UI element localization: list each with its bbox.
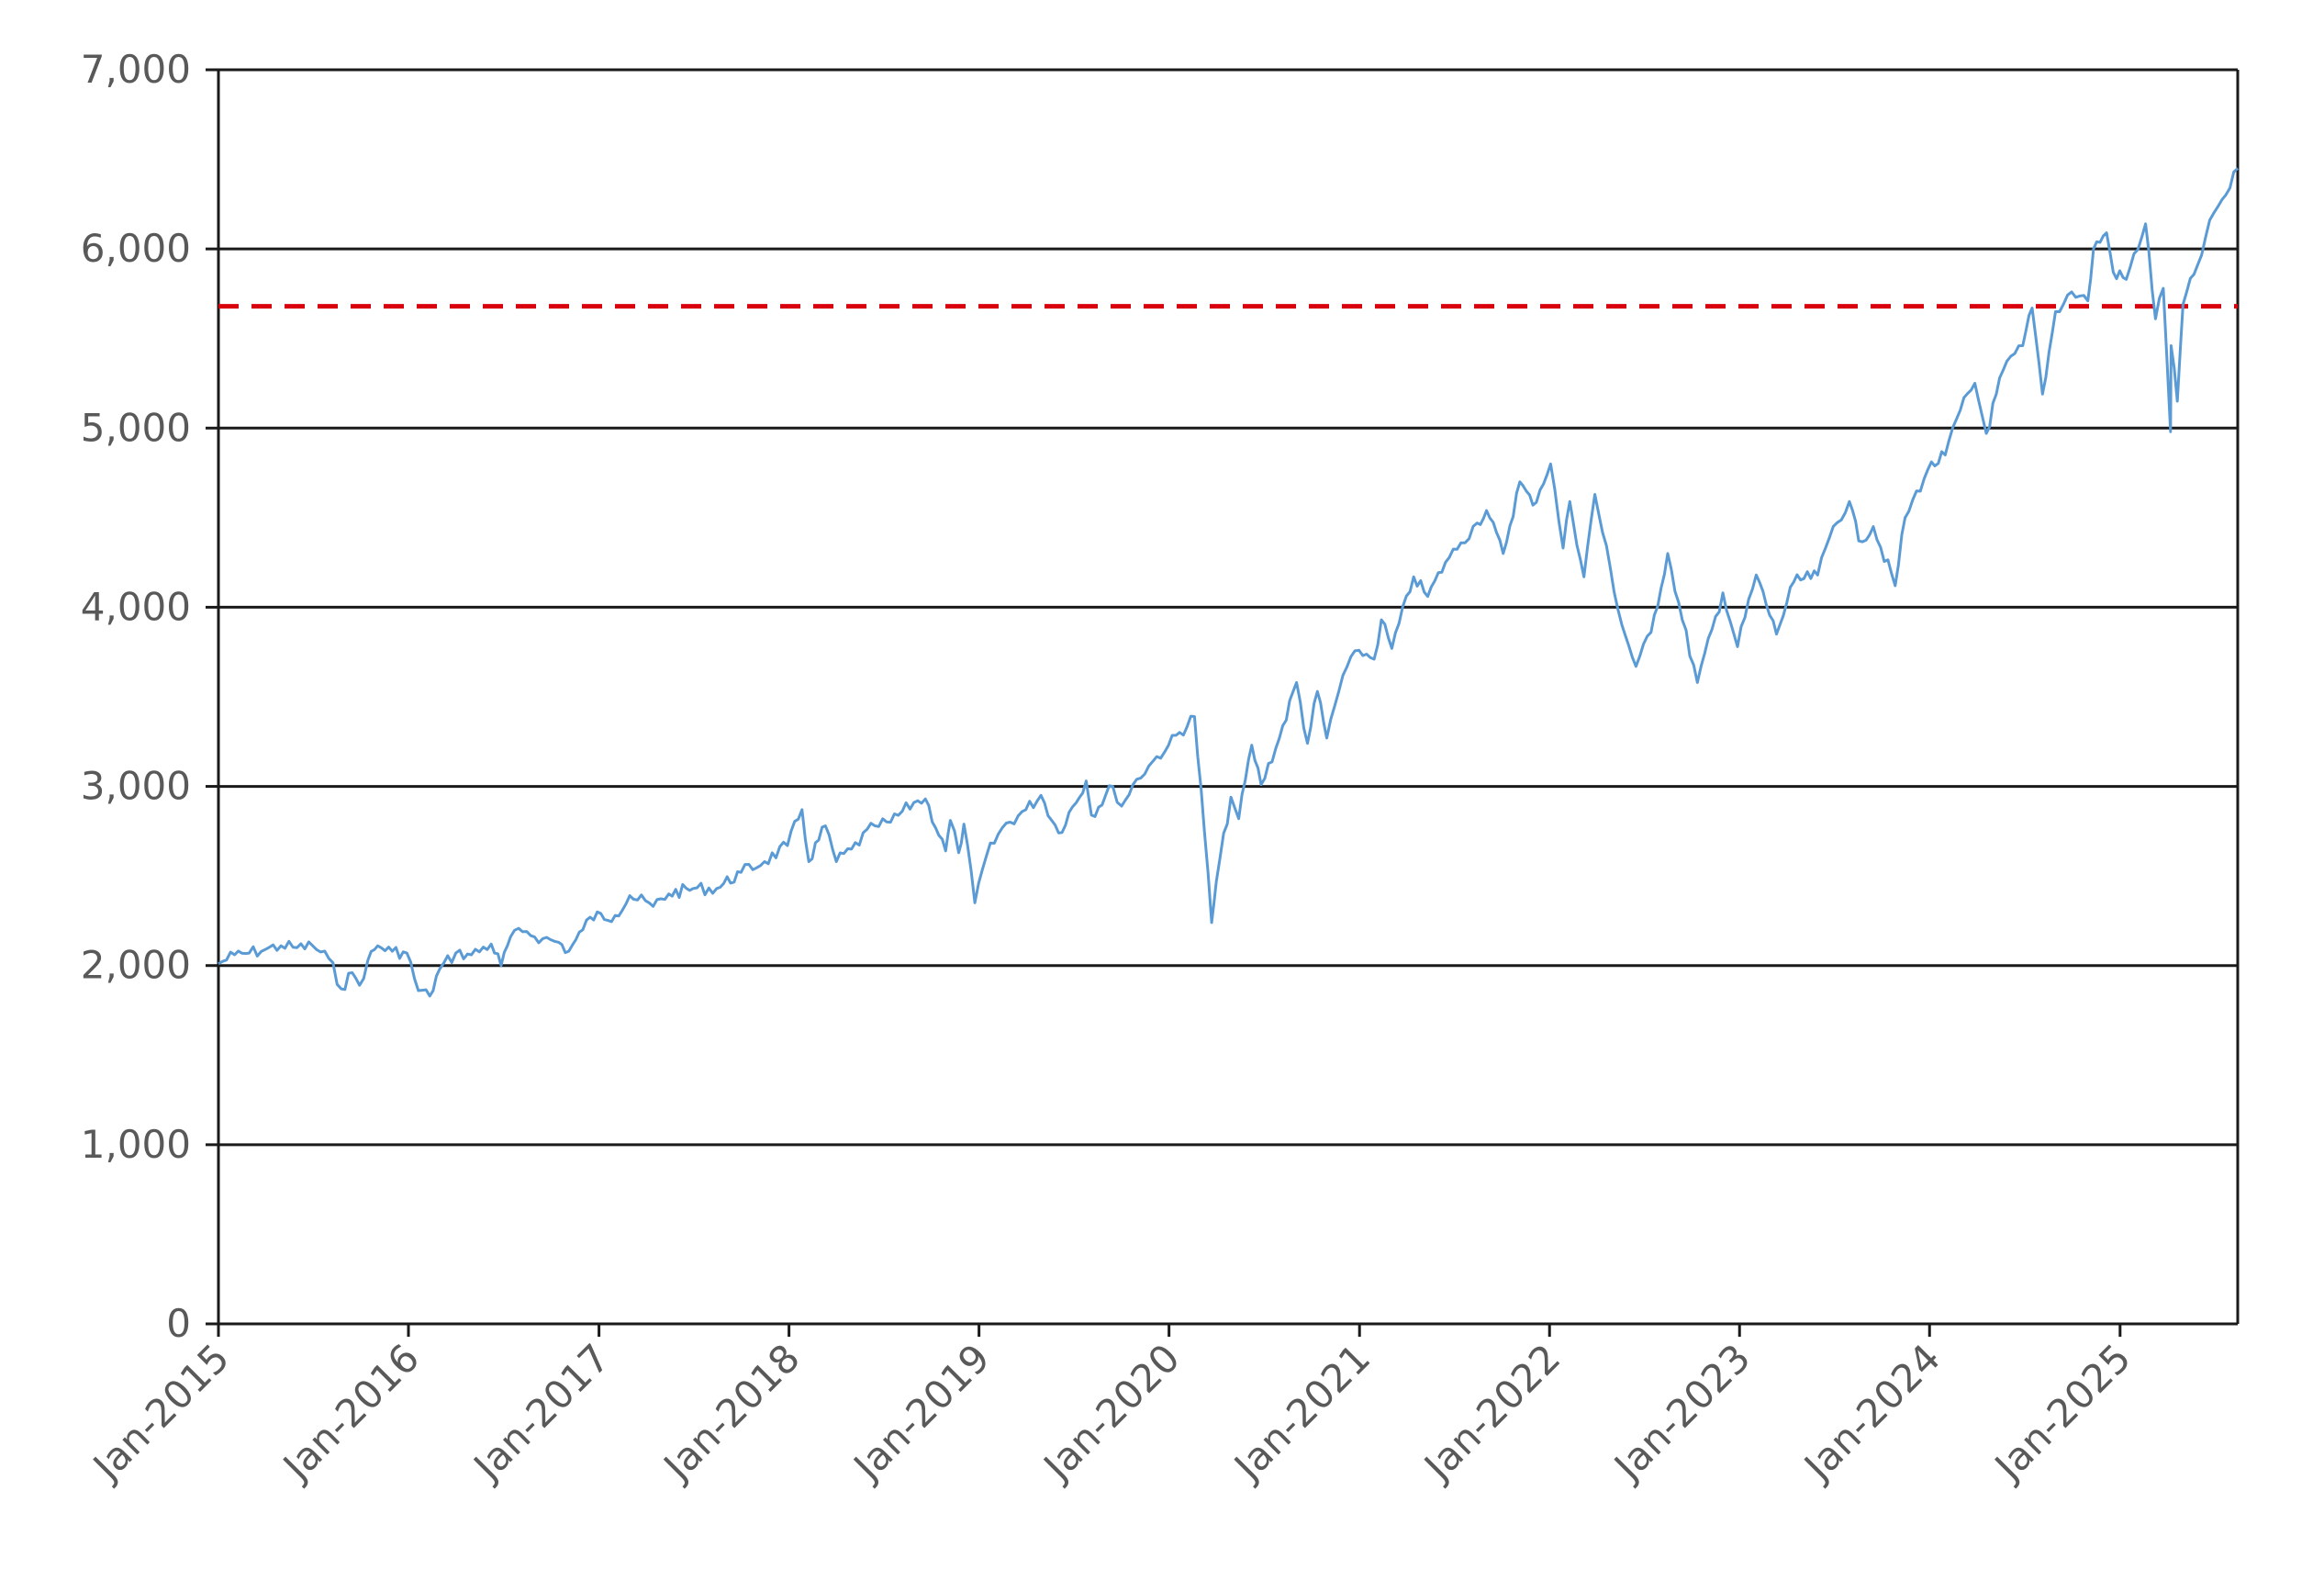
y-tick-label: 3,000 (81, 764, 191, 809)
series-line (218, 167, 2240, 998)
gridlines (218, 68, 2238, 1147)
y-tick-label: 7,000 (81, 47, 191, 92)
y-tick-label: 1,000 (81, 1122, 191, 1167)
axes (206, 68, 2240, 1337)
y-tick-label: 2,000 (81, 943, 191, 988)
series-group (218, 167, 2240, 998)
y-tick-label: 5,000 (81, 405, 191, 450)
y-tick-labels: 0 1,000 2,000 3,000 4,000 5,000 6,000 7,000 (81, 47, 191, 1346)
y-tick-label: 4,000 (81, 584, 191, 629)
y-tick-label: 6,000 (81, 226, 191, 271)
y-tick-label: 0 (166, 1301, 191, 1346)
